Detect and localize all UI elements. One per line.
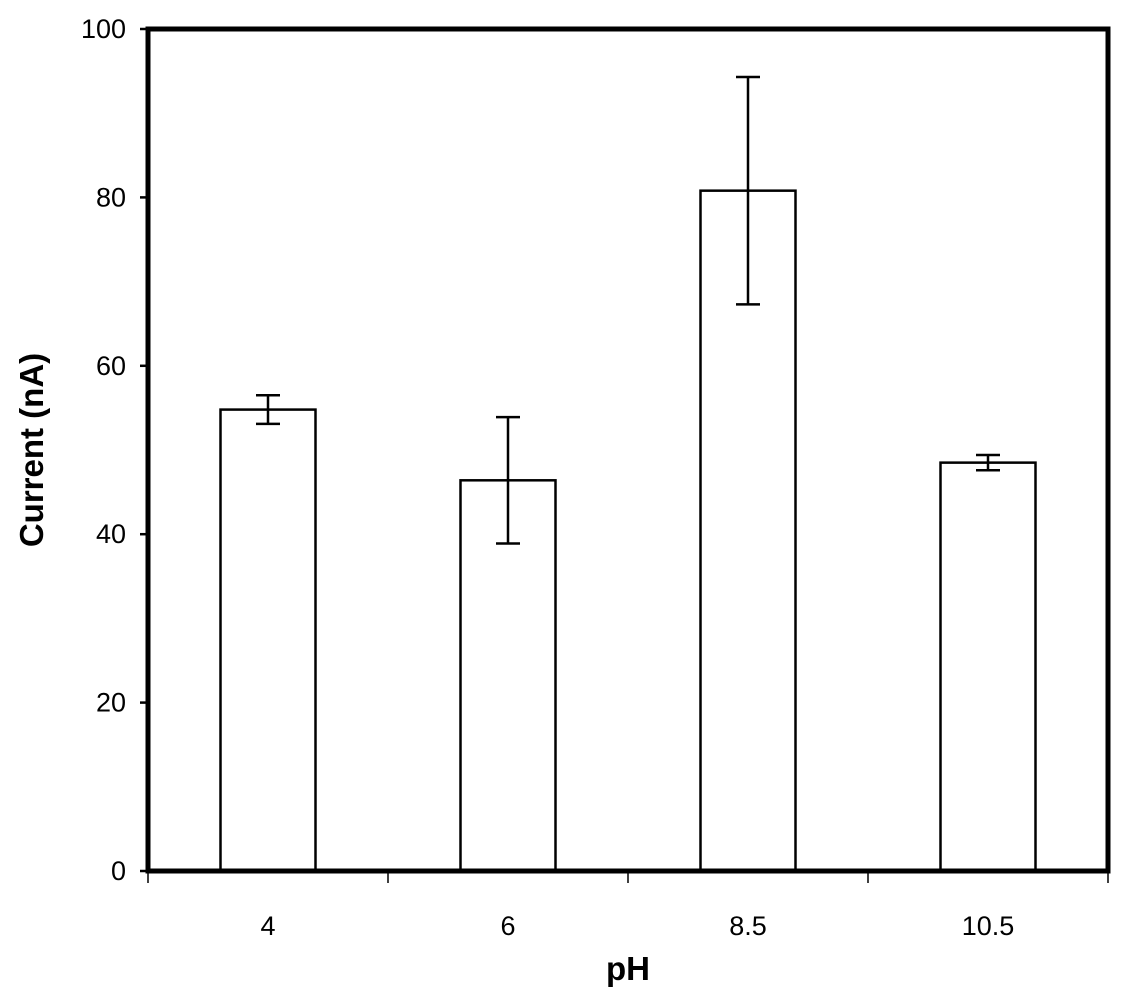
x-axis: 4 6 8.5 10.5 [147, 871, 1109, 941]
y-tick-label: 100 [81, 14, 126, 44]
x-tick-label: 8.5 [729, 911, 767, 941]
x-tick-label: 4 [260, 911, 275, 941]
bar-4 [219, 408, 317, 873]
y-tick-label: 20 [96, 688, 126, 718]
y-tick-label: 60 [96, 351, 126, 381]
y-axis-title: Current (nA) [13, 353, 50, 547]
bar-6 [459, 479, 557, 873]
y-tick-label: 0 [111, 856, 126, 886]
x-tick-label: 6 [500, 911, 515, 941]
y-tick-label: 80 [96, 182, 126, 212]
y-axis: 0 20 40 60 80 100 [81, 14, 148, 886]
x-tick-label: 10.5 [962, 911, 1015, 941]
error-bars-layer [256, 75, 1000, 545]
y-tick-label: 40 [96, 519, 126, 549]
bar-10.5 [939, 461, 1037, 873]
x-axis-title: pH [606, 950, 650, 987]
bars-layer [219, 189, 1037, 873]
